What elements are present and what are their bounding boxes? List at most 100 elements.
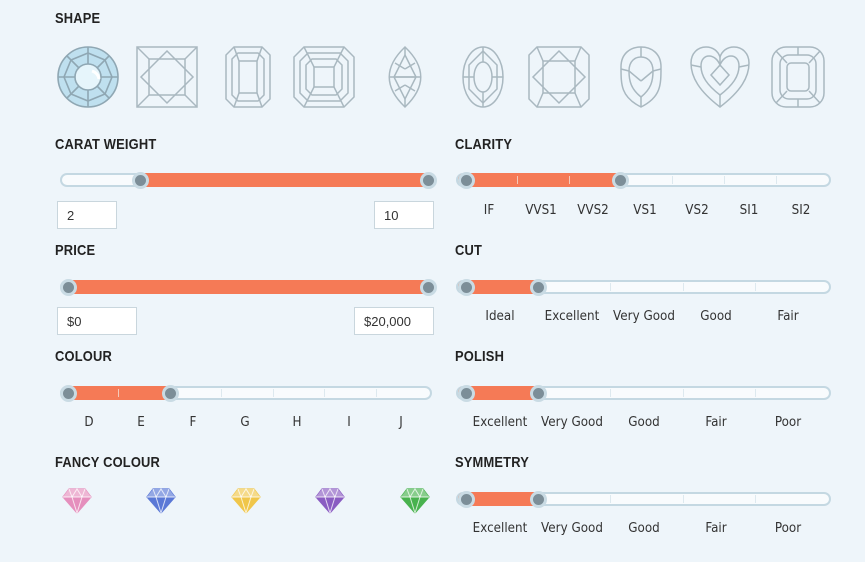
price-max-handle[interactable]: [419, 278, 437, 296]
colour-tick: [118, 389, 119, 397]
polish-grade-label: Fair: [705, 415, 727, 430]
radiant-diamond-icon: [528, 46, 590, 108]
polish-min-handle[interactable]: [457, 384, 475, 402]
colour-slider-track[interactable]: [59, 384, 432, 402]
cut-tick: [755, 283, 756, 291]
colour-grade-label: G: [240, 415, 250, 430]
cut-slider-track[interactable]: [456, 278, 831, 296]
price-max-input[interactable]: [354, 307, 434, 335]
cut-grade-label: Very Good: [613, 309, 675, 324]
fancy-colour-title: FANCY COLOUR: [55, 454, 161, 471]
polish-slider-fill: [458, 385, 536, 400]
clarity-grade-label: VS1: [633, 203, 657, 218]
fancy-colour-pink-gem-icon[interactable]: [62, 487, 92, 515]
shape-heart[interactable]: [687, 44, 753, 110]
shape-princess[interactable]: [133, 44, 201, 110]
price-min-handle[interactable]: [59, 278, 77, 296]
symmetry-slider-fill: [458, 491, 536, 506]
fancy-colour-blue-gem-icon[interactable]: [146, 487, 176, 515]
colour-max-handle[interactable]: [161, 384, 179, 402]
fancy-colour-yellow-gem-icon[interactable]: [231, 487, 261, 515]
colour-tick: [324, 389, 325, 397]
colour-grade-label: E: [137, 415, 145, 430]
oval-diamond-icon: [462, 46, 504, 108]
fancy-colour-purple-gem-icon[interactable]: [315, 487, 345, 515]
shape-title: SHAPE: [55, 10, 101, 27]
cut-min-handle[interactable]: [457, 278, 475, 296]
cut-grade-label: Ideal: [485, 309, 515, 324]
shape-marquise[interactable]: [377, 44, 433, 110]
cushion-diamond-icon: [771, 46, 825, 108]
shape-selector: [55, 44, 830, 110]
symmetry-slider-track[interactable]: [456, 490, 831, 508]
emerald-diamond-icon: [225, 46, 271, 108]
cut-slider-fill: [458, 279, 536, 294]
symmetry-grade-label: Excellent: [472, 521, 528, 536]
cut-tick: [683, 283, 684, 291]
symmetry-tick: [683, 495, 684, 503]
heart-diamond-icon: [690, 46, 750, 108]
carat-max-handle[interactable]: [419, 171, 437, 189]
colour-grade-label: J: [399, 415, 403, 430]
polish-tick: [755, 389, 756, 397]
clarity-grade-labels: IF VVS1 VVS2 VS1 VS2 SI1 SI2: [463, 203, 827, 218]
symmetry-min-handle[interactable]: [457, 490, 475, 508]
cut-max-handle[interactable]: [529, 278, 547, 296]
polish-max-handle[interactable]: [529, 384, 547, 402]
clarity-grade-label: SI1: [739, 203, 759, 218]
colour-grade-label: D: [84, 415, 94, 430]
symmetry-max-handle[interactable]: [529, 490, 547, 508]
asscher-diamond-icon: [293, 46, 355, 108]
polish-title: POLISH: [455, 348, 505, 365]
price-slider-fill: [68, 279, 428, 294]
colour-min-handle[interactable]: [59, 384, 77, 402]
shape-radiant[interactable]: [525, 44, 593, 110]
princess-diamond-icon: [136, 46, 198, 108]
price-slider-track[interactable]: [59, 278, 437, 296]
shape-round[interactable]: [55, 44, 121, 110]
symmetry-grade-label: Fair: [705, 521, 727, 536]
clarity-tick: [776, 176, 777, 184]
carat-max-input[interactable]: [374, 201, 434, 229]
polish-grade-label: Excellent: [472, 415, 528, 430]
carat-min-input[interactable]: [57, 201, 117, 229]
polish-tick: [610, 389, 611, 397]
shape-oval[interactable]: [455, 44, 511, 110]
cut-title: CUT: [455, 242, 483, 259]
polish-grade-label: Poor: [774, 415, 802, 430]
symmetry-grade-label: Poor: [774, 521, 802, 536]
price-title: PRICE: [55, 242, 96, 259]
cut-grade-label: Fair: [777, 309, 799, 324]
shape-emerald[interactable]: [219, 44, 277, 110]
carat-slider-fill: [140, 172, 428, 187]
colour-tick: [221, 389, 222, 397]
symmetry-grade-label: Good: [628, 521, 660, 536]
cut-grade-labels: Ideal Excellent Very Good Good Fair: [464, 309, 824, 324]
symmetry-grade-label: Very Good: [541, 521, 603, 536]
shape-pear[interactable]: [613, 44, 669, 110]
cut-grade-label: Excellent: [544, 309, 600, 324]
colour-grade-label: I: [347, 415, 351, 430]
clarity-tick: [517, 176, 518, 184]
clarity-max-handle[interactable]: [611, 171, 629, 189]
fancy-colour-green-gem-icon[interactable]: [400, 487, 430, 515]
carat-slider-track[interactable]: [60, 171, 437, 189]
shape-cushion[interactable]: [767, 44, 829, 110]
polish-grade-label: Good: [628, 415, 660, 430]
colour-grade-label: F: [189, 415, 197, 430]
clarity-grade-label: VVS1: [525, 203, 557, 218]
polish-grade-labels: Excellent Very Good Good Fair Poor: [464, 415, 824, 430]
polish-slider-track[interactable]: [456, 384, 831, 402]
carat-min-handle[interactable]: [131, 171, 149, 189]
price-min-input[interactable]: [57, 307, 137, 335]
polish-grade-label: Very Good: [541, 415, 603, 430]
clarity-min-handle[interactable]: [457, 171, 475, 189]
round-diamond-icon: [57, 46, 119, 108]
clarity-grade-label: IF: [483, 203, 495, 218]
clarity-grade-label: VS2: [685, 203, 709, 218]
colour-title: COLOUR: [55, 348, 112, 365]
shape-asscher[interactable]: [291, 44, 357, 110]
cut-tick: [610, 283, 611, 291]
colour-grade-labels: D E F G H I J: [63, 415, 427, 430]
clarity-slider-track[interactable]: [456, 171, 831, 189]
